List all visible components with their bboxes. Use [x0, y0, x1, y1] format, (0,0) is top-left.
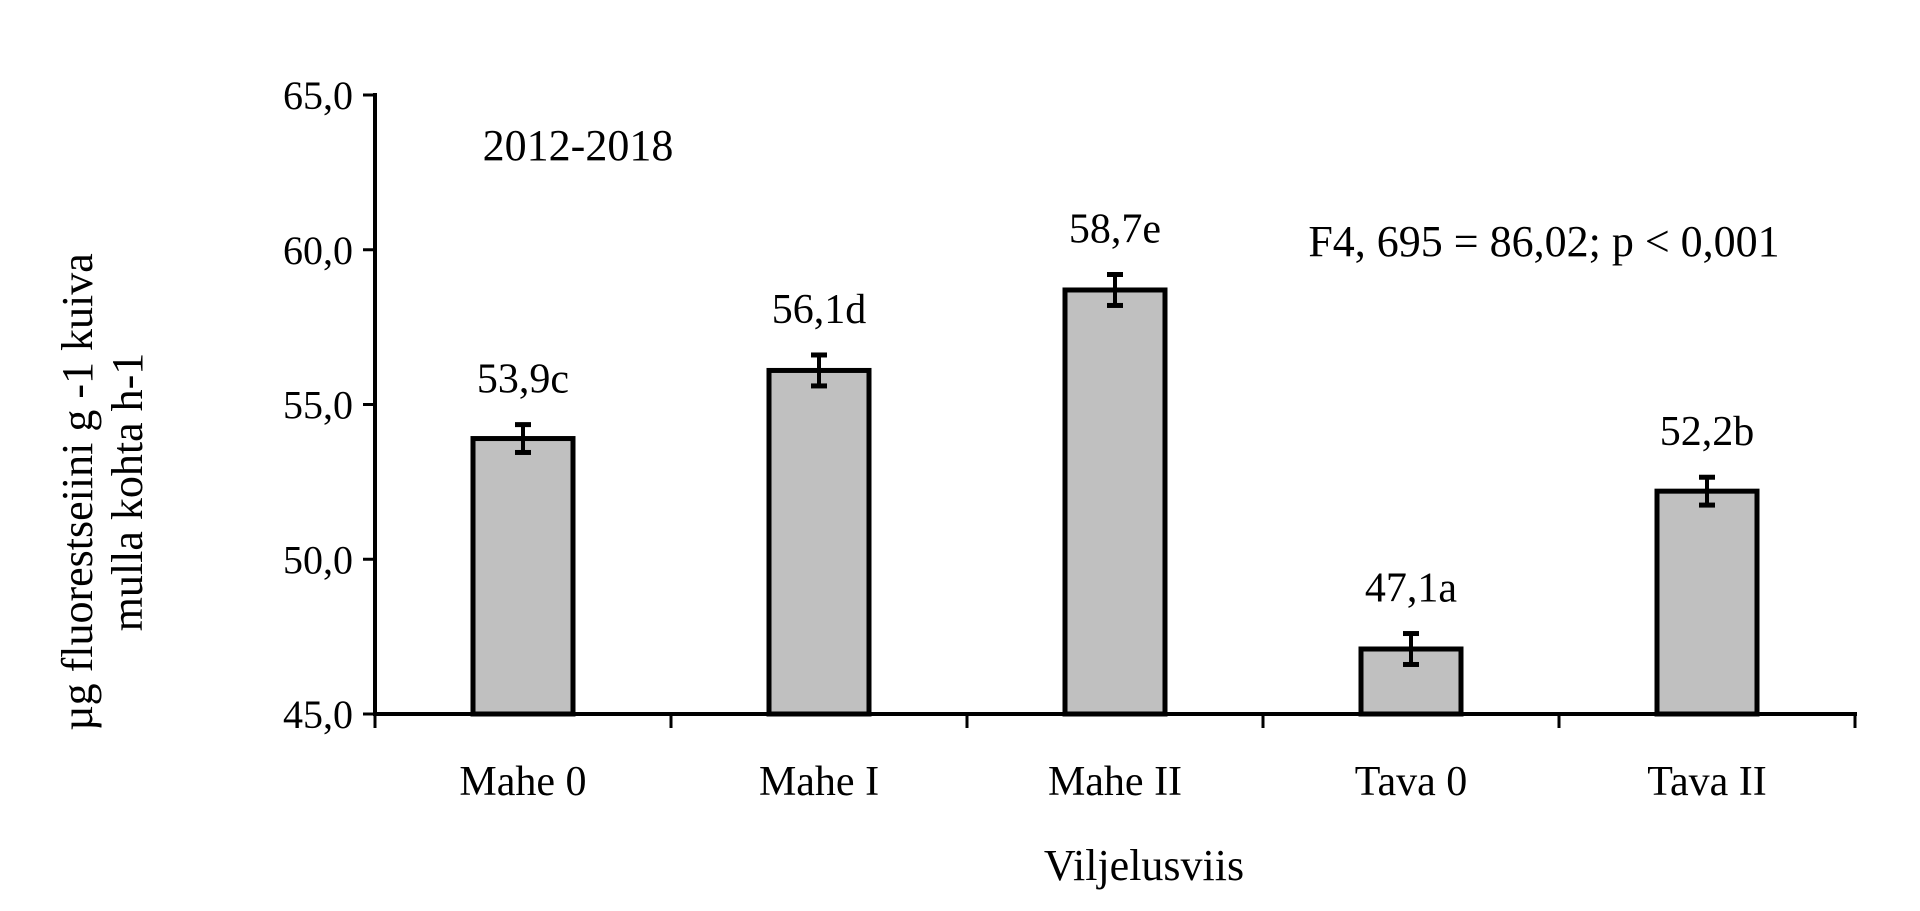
- x-tick-label: Mahe II: [1048, 759, 1182, 805]
- y-tick-label: 65,0: [283, 73, 353, 118]
- y-tick-label: 55,0: [283, 383, 353, 428]
- data-label: 47,1a: [1365, 566, 1458, 612]
- x-axis-label: Viljelusviis: [1044, 841, 1244, 890]
- data-label: 53,9c: [477, 357, 569, 403]
- y-axis-label-line2: mulla kohta h-1: [103, 353, 152, 632]
- annotation-stats: F4, 695 = 86,02; p < 0,001: [1308, 217, 1779, 266]
- bar: [769, 370, 869, 714]
- x-tick-label: Mahe I: [759, 759, 879, 805]
- data-label: 58,7e: [1069, 207, 1161, 253]
- x-tick-label: Tava II: [1647, 759, 1766, 805]
- y-tick-label: 50,0: [283, 537, 353, 582]
- y-tick-label: 60,0: [283, 228, 353, 273]
- data-label: 52,2b: [1660, 409, 1755, 455]
- x-tick-label: Mahe 0: [459, 759, 586, 805]
- bar: [1657, 491, 1757, 714]
- data-label: 56,1d: [772, 287, 867, 333]
- y-axis-label-line1: µg fluorestseiini g -1 kuiva: [53, 253, 102, 731]
- bar: [1065, 290, 1165, 714]
- x-tick-label: Tava 0: [1355, 759, 1468, 805]
- y-tick-label: 45,0: [283, 692, 353, 737]
- annotation-period: 2012-2018: [483, 121, 674, 170]
- bar: [473, 439, 573, 714]
